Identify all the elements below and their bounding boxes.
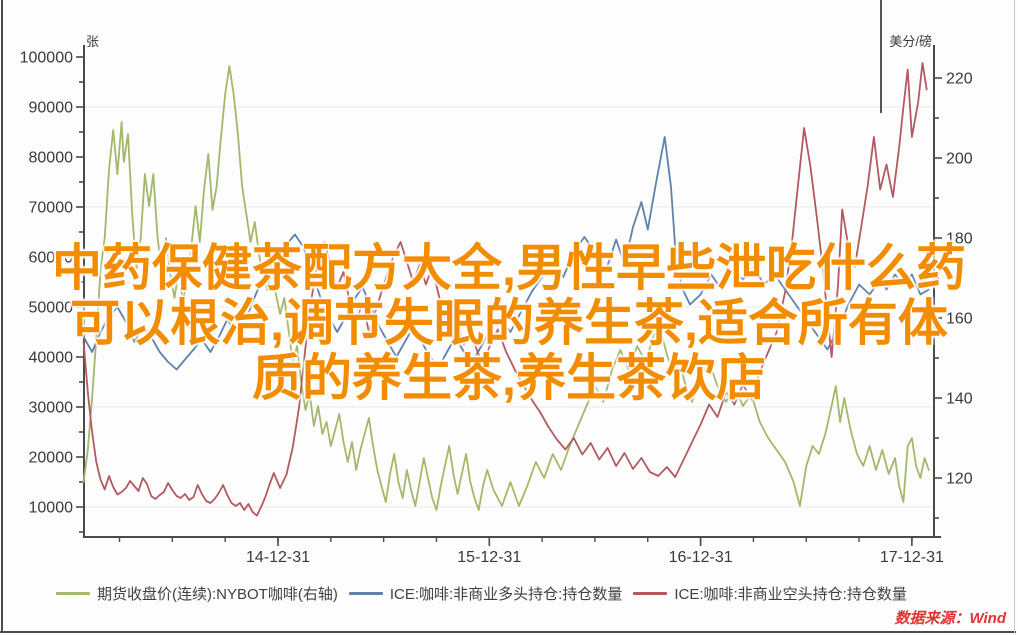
watermark-line-3: 质的养生茶,养生茶饮店 <box>252 350 766 406</box>
long-line-swatch-icon <box>348 592 383 595</box>
y-axis-right-tick-label: 220 <box>946 71 973 88</box>
y-axis-left-tick-label: 50000 <box>29 300 74 317</box>
data-source-note: 数据来源：Wind <box>894 610 1006 627</box>
series-line-2 <box>82 62 928 517</box>
legend-label-long-positions: ICE:咖啡:非商业多头持仓:持仓数量 <box>389 586 623 603</box>
watermark-line-1: 中药保健茶配方大全,男性早些泄吃什么药 <box>52 240 966 296</box>
y-axis-right-tick-label: 180 <box>946 231 973 248</box>
x-axis-tick-label: 14-12-31 <box>246 549 310 566</box>
y-axis-left-tick-label: 100000 <box>20 50 73 67</box>
x-axis-tick-label: 17-12-31 <box>880 549 944 566</box>
y-axis-left-tick-label: 90000 <box>29 100 74 117</box>
y-axis-left-tick-label: 70000 <box>29 200 74 217</box>
y-axis-right-tick-label: 140 <box>946 391 973 408</box>
legend-label-price: 期货收盘价(连续):NYBOT咖啡(右轴) <box>97 586 338 603</box>
legend-item-price: 期货收盘价(连续):NYBOT咖啡(右轴) <box>56 583 338 604</box>
bottom-border-line <box>0 631 1016 633</box>
y-axis-left-tick-label: 20000 <box>29 450 74 467</box>
chart-legend: 期货收盘价(连续):NYBOT咖啡(右轴) ICE:咖啡:非商业多头持仓:持仓数… <box>56 583 918 604</box>
left-border-line <box>1 0 3 633</box>
y-axis-left-tick-label: 30000 <box>29 400 74 417</box>
right-axis-unit-label: 美分/磅 <box>889 34 932 49</box>
y-axis-right-tick-label: 200 <box>946 151 973 168</box>
short-line-swatch-icon <box>633 592 668 595</box>
price-line-swatch-icon <box>56 592 90 595</box>
y-axis-left-tick-label: 60000 <box>29 250 74 267</box>
right-border-line <box>1014 0 1015 633</box>
legend-item-short-positions: ICE:咖啡:非商业空头持仓:持仓数量 <box>633 583 907 604</box>
left-axis-unit-label: 张 <box>86 34 100 49</box>
legend-item-long-positions: ICE:咖啡:非商业多头持仓:持仓数量 <box>348 583 623 604</box>
watermark-line-2: 可以根治,调节失眠的养生茶,适合所有体 <box>70 295 948 351</box>
legend-label-short-positions: ICE:咖啡:非商业空头持仓:持仓数量 <box>674 586 907 603</box>
y-axis-left-tick-label: 40000 <box>29 350 74 367</box>
y-axis-right-tick-label: 120 <box>946 471 973 488</box>
series-line-1 <box>82 136 930 371</box>
x-axis-tick-label: 16-12-31 <box>669 549 733 566</box>
y-axis-left-tick-label: 80000 <box>29 150 74 167</box>
top-right-border-line <box>880 0 882 113</box>
y-axis-right-tick-label: 160 <box>946 311 973 328</box>
y-axis-left-tick-label: 10000 <box>29 500 74 517</box>
series-line-0 <box>82 65 930 511</box>
x-axis-tick-label: 15-12-31 <box>457 549 521 566</box>
watermark-title: 中药保健茶配方大全,男性早些泄吃什么药 可以根治,调节失眠的养生茶,适合所有体 … <box>0 241 1018 406</box>
